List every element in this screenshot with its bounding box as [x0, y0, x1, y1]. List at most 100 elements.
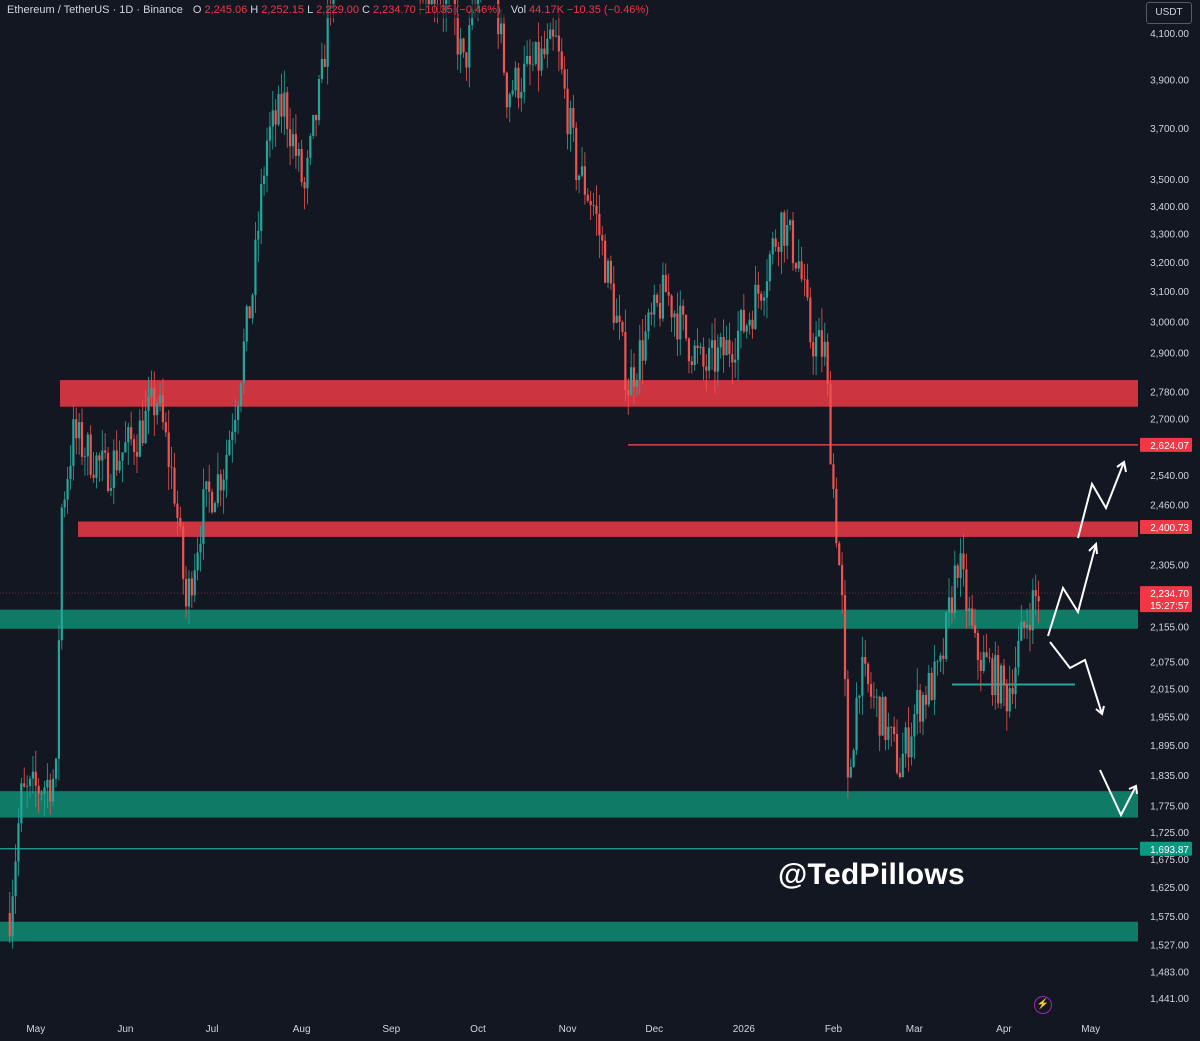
candle-body	[910, 736, 913, 758]
candle-body	[881, 696, 884, 736]
candle-body	[182, 526, 185, 580]
candle-body	[525, 55, 529, 64]
candle-body	[112, 450, 115, 489]
candle-body	[788, 220, 792, 226]
candle-body	[531, 63, 534, 65]
y-tick-label: 1,441.00	[1150, 994, 1189, 1005]
projection-bounce-path	[1099, 769, 1137, 818]
candle-body	[884, 696, 887, 740]
candle-body	[430, 0, 433, 5]
y-tick-label: 3,300.00	[1150, 229, 1189, 240]
candle-body	[809, 297, 812, 343]
x-tick-label: May	[26, 1024, 45, 1035]
candle-body	[598, 213, 601, 236]
candle-body	[670, 295, 673, 318]
candles	[8, 0, 1040, 949]
candle-body	[641, 340, 644, 361]
candle-body	[130, 427, 133, 440]
candle-body	[271, 110, 274, 127]
candle-body	[104, 450, 107, 453]
candle-body	[780, 212, 783, 252]
y-tick-label: 1,625.00	[1150, 883, 1189, 894]
candle-body	[991, 658, 994, 696]
candle-body	[615, 315, 618, 323]
candle-body	[656, 294, 659, 304]
candle-body	[962, 553, 965, 570]
candle-body	[135, 451, 139, 457]
close-value: 2,234.70	[372, 4, 416, 16]
candle-body	[78, 422, 81, 439]
candle-body	[190, 578, 193, 596]
candle-body	[26, 785, 29, 787]
candle-body	[864, 657, 867, 664]
x-tick-label: May	[1081, 1024, 1100, 1035]
candle-body	[748, 319, 751, 326]
candle-body	[239, 383, 243, 406]
watermark: @TedPillows	[778, 858, 966, 891]
candle-body	[20, 783, 23, 824]
y-tick-label: 3,900.00	[1150, 75, 1189, 86]
candle-body	[898, 772, 902, 778]
y-tick-label: 3,000.00	[1150, 317, 1189, 328]
candle-body	[236, 405, 240, 420]
candle-body	[225, 454, 228, 480]
y-tick-label: 2,700.00	[1150, 415, 1189, 426]
candle-body	[575, 127, 578, 181]
x-tick-label: Dec	[645, 1024, 663, 1035]
y-tick-label: 2,780.00	[1150, 388, 1189, 399]
symbol-title[interactable]: Ethereum / TetherUS · 1D · Binance	[7, 4, 183, 16]
arrowhead-icon	[1095, 705, 1105, 716]
candle-body	[514, 67, 517, 91]
candle-body	[31, 771, 35, 779]
candle-body	[164, 422, 167, 433]
candle-body	[890, 726, 893, 728]
candle-body	[528, 55, 532, 65]
y-tick-label: 2,155.00	[1150, 623, 1189, 634]
candle-body	[644, 331, 647, 361]
candle-body	[150, 388, 153, 397]
candle-body	[1023, 621, 1026, 628]
candle-body	[754, 284, 757, 329]
y-tick-label: 1,835.00	[1150, 771, 1189, 782]
currency-button[interactable]: USDT	[1146, 2, 1192, 24]
price-label-text: 2,234.70	[1150, 589, 1189, 600]
candle-body	[1017, 640, 1020, 668]
candle-body	[916, 690, 919, 715]
y-tick-label: 1,527.00	[1150, 940, 1189, 951]
candle-body	[702, 346, 705, 367]
candle-body	[83, 456, 87, 458]
candle-body	[800, 261, 803, 280]
candle-body	[216, 474, 219, 504]
candle-body	[921, 694, 925, 722]
candle-body	[580, 166, 584, 176]
candle-body	[462, 38, 465, 53]
candle-body	[8, 912, 11, 937]
candle-body	[34, 771, 37, 786]
candle-body	[303, 182, 306, 189]
arrowhead-icon	[1128, 784, 1138, 795]
candle-body	[268, 126, 271, 141]
lightning-icon[interactable]: ⚡	[1034, 996, 1052, 1014]
volume-label: Vol	[510, 4, 527, 16]
candle-body	[11, 896, 14, 937]
candle-body	[872, 696, 875, 698]
x-tick-label: Oct	[470, 1024, 486, 1035]
arrowhead-icon	[1116, 460, 1127, 473]
candle-body	[80, 422, 84, 457]
candle-body	[1002, 665, 1006, 685]
candle-body	[583, 166, 586, 195]
candle-body	[465, 52, 468, 68]
candle-body	[277, 93, 280, 125]
candle-body	[263, 175, 266, 185]
candle-body	[563, 69, 566, 89]
candle-body	[710, 340, 714, 348]
candle-body	[765, 281, 769, 298]
candle-body	[572, 107, 575, 128]
candle-body	[1034, 590, 1037, 597]
candle-body	[690, 361, 693, 366]
y-tick-label: 3,400.00	[1150, 202, 1189, 213]
candle-body	[161, 395, 165, 423]
candle-body	[520, 91, 523, 99]
